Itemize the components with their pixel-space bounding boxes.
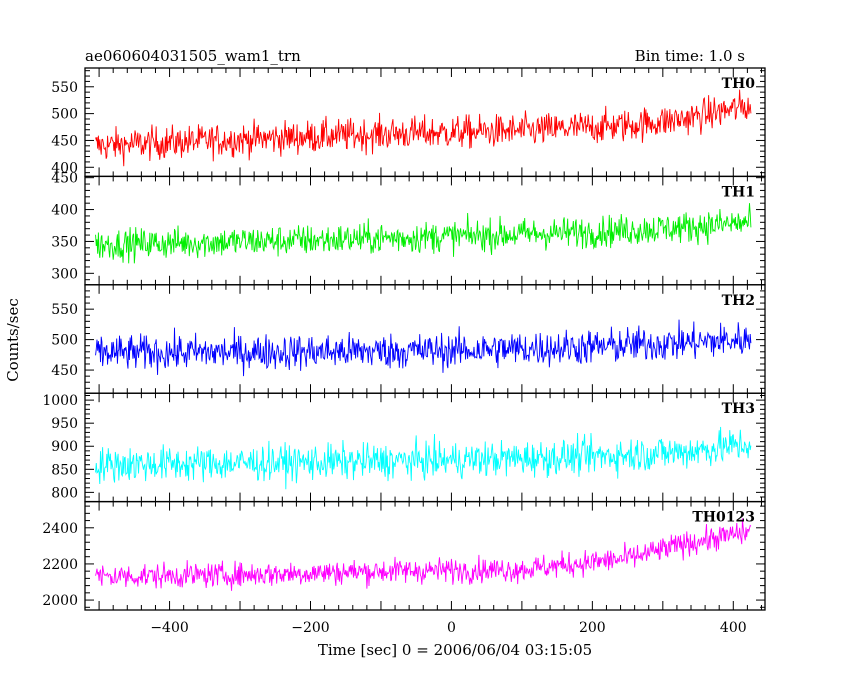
y-tick-label: 500	[51, 333, 78, 349]
x-tick-label: 400	[720, 620, 747, 636]
series-line-th2	[95, 319, 752, 377]
x-tick-label: −200	[291, 620, 329, 636]
x-tick-label: −400	[150, 620, 188, 636]
y-tick-label: 500	[51, 107, 78, 123]
y-tick-label: 800	[51, 485, 78, 501]
chart-title: ae060604031505_wam1_trn	[85, 47, 301, 65]
y-tick-label: 400	[51, 203, 78, 219]
series-line-th3	[95, 426, 752, 490]
y-tick-label: 550	[51, 80, 78, 96]
panel-label-th0: TH0	[722, 76, 756, 92]
y-tick-label: 450	[51, 363, 78, 379]
y-axis-label: Counts/sec	[4, 298, 22, 382]
panel-label-th2: TH2	[722, 293, 755, 309]
x-axis-label: Time [sec] 0 = 2006/06/04 03:15:05	[318, 641, 592, 659]
y-tick-label: 400	[51, 160, 78, 176]
panel-frame-th0123	[84, 500, 766, 611]
y-tick-label: 950	[51, 416, 78, 432]
y-tick-label: 2200	[42, 557, 78, 573]
y-tick-label: 1000	[42, 393, 78, 409]
series-line-th0	[95, 89, 752, 167]
y-tick-label: 2400	[42, 521, 78, 537]
y-tick-label: 850	[51, 462, 78, 478]
x-tick-label: 200	[579, 620, 606, 636]
y-tick-label: 350	[51, 234, 78, 250]
panel-label-th1: TH1	[722, 184, 755, 200]
y-tick-label: 300	[51, 266, 78, 282]
y-tick-label: 450	[51, 171, 78, 187]
bin-time-label: Bin time: 1.0 s	[635, 47, 745, 65]
panel-label-th3: TH3	[722, 401, 755, 417]
panel-frame-th2	[84, 284, 766, 394]
y-tick-label: 550	[51, 302, 78, 318]
y-tick-label: 450	[51, 133, 78, 149]
y-tick-label: 900	[51, 439, 78, 455]
panel-label-th0123: TH0123	[692, 510, 755, 526]
series-line-th0123	[95, 518, 752, 591]
series-line-th1	[95, 203, 752, 264]
y-tick-label: 2000	[42, 593, 78, 609]
x-tick-label: 0	[447, 620, 456, 636]
